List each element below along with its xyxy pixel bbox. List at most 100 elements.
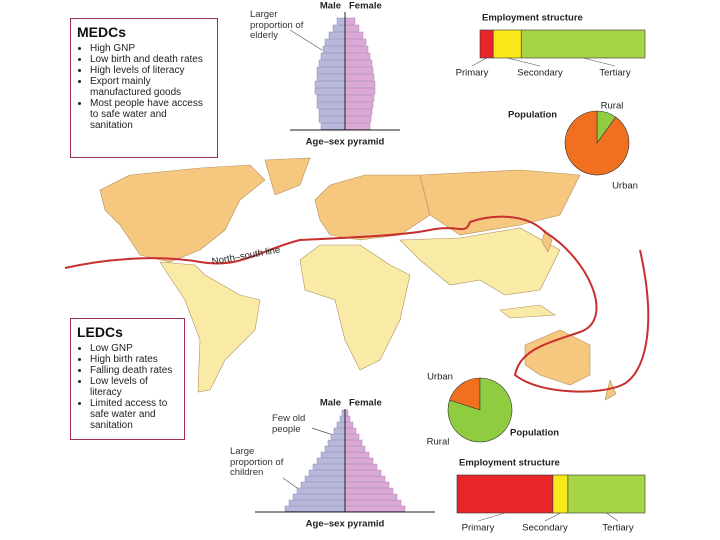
segment (456, 474, 554, 514)
female-bar (344, 31, 364, 39)
bullet: High birth rates (90, 354, 178, 365)
bullet: Falling death rates (90, 365, 178, 376)
northern-asia (419, 169, 581, 236)
female-bar (344, 445, 366, 452)
female-bar (344, 59, 373, 67)
female-bar (344, 52, 371, 60)
male-bar (318, 115, 346, 123)
male-bar (318, 108, 346, 116)
greenland (264, 157, 311, 196)
female-bar (344, 80, 376, 88)
africa (299, 244, 411, 371)
male-bar (284, 505, 346, 512)
female-bar (344, 415, 351, 422)
bullet: Export mainly manufactured goods (90, 76, 211, 98)
bar-title: Employment structure (482, 13, 583, 24)
box-title: LEDCs (77, 324, 123, 340)
male-bar (324, 38, 346, 46)
southern-asia (399, 227, 561, 296)
leader (471, 57, 487, 67)
male-bar (316, 66, 346, 74)
indonesia (499, 304, 556, 319)
pie-title: Population (510, 428, 559, 439)
female-bar (344, 24, 360, 32)
segment-label: Tertiary (602, 523, 633, 534)
slice-label: Urban (427, 372, 453, 383)
female-bar (344, 101, 374, 109)
female-bar (344, 457, 374, 464)
ledc-box: LEDCs Low GNPHigh birth ratesFalling dea… (70, 318, 185, 440)
female-bar (344, 463, 378, 470)
male-bar (314, 80, 346, 88)
slice-label: Rural (601, 101, 624, 112)
slice-label: Urban (612, 181, 638, 192)
male-bar (316, 457, 346, 464)
male-bar (316, 101, 346, 109)
male-bar (316, 73, 346, 81)
female-bar (344, 487, 394, 494)
male-bar (288, 499, 346, 506)
bullet: Limited access to safe water and sanitat… (90, 398, 178, 431)
female-bar (344, 433, 360, 440)
bullet: Low levels of literacy (90, 376, 178, 398)
male-bar (336, 421, 346, 428)
pie-slice (447, 377, 513, 443)
leader (507, 57, 541, 67)
male-label: Male (320, 398, 341, 409)
female-bar (344, 73, 375, 81)
segment-label: Secondary (517, 68, 563, 79)
male-bar (330, 433, 346, 440)
slice-label: Rural (427, 437, 450, 448)
bullet: Low birth and death rates (90, 54, 211, 65)
leader (311, 427, 334, 436)
south-america (159, 261, 261, 393)
male-bar (320, 451, 346, 458)
female-bar (344, 469, 382, 476)
leader (583, 57, 616, 67)
female-bar (344, 505, 406, 512)
annotation: Larger proportion of elderly (250, 9, 304, 41)
pie-slice (564, 110, 630, 176)
female-bar (344, 94, 375, 102)
pie-title: Population (508, 110, 557, 121)
female-bar (344, 451, 370, 458)
male-bar (320, 52, 346, 60)
male-bar (320, 122, 346, 130)
north-south-line (64, 215, 650, 393)
leader (477, 512, 506, 522)
female-bar (344, 87, 376, 95)
male-bar (314, 87, 346, 95)
female-bar (344, 421, 354, 428)
europe (314, 174, 431, 241)
segment-label: Primary (462, 523, 495, 534)
female-bar (344, 493, 398, 500)
female-bar (344, 475, 386, 482)
bullet-list: Low GNPHigh birth ratesFalling death rat… (77, 343, 178, 431)
segment (567, 474, 646, 514)
female-label: Female (349, 398, 382, 409)
female-bar (344, 38, 367, 46)
segment (492, 29, 522, 59)
bullet: Low GNP (90, 343, 178, 354)
male-bar (327, 439, 346, 446)
male-label: Male (320, 1, 341, 12)
bullet: High GNP (90, 43, 211, 54)
female-bar (344, 439, 363, 446)
leader (289, 29, 323, 51)
segment (520, 29, 646, 59)
segment-label: Primary (456, 68, 489, 79)
female-bar (344, 45, 369, 53)
world-map (99, 157, 617, 401)
medc-box: MEDCs High GNPLow birth and death ratesH… (70, 18, 218, 158)
segment (552, 474, 569, 514)
north-america (99, 164, 266, 263)
annotation: Few old people (272, 413, 306, 435)
annotation: Large proportion of children (230, 446, 284, 478)
male-bar (292, 493, 346, 500)
male-bar (312, 463, 346, 470)
male-bar (328, 31, 346, 39)
japan (541, 229, 553, 253)
bar-title: Employment structure (459, 458, 560, 469)
